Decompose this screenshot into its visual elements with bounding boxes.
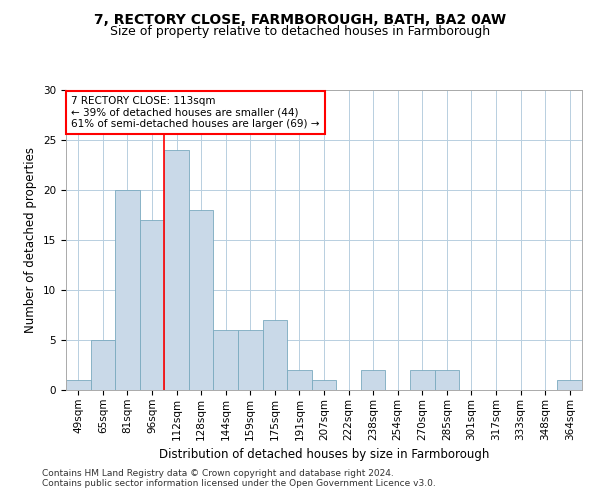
Text: Size of property relative to detached houses in Farmborough: Size of property relative to detached ho… <box>110 25 490 38</box>
Text: 7, RECTORY CLOSE, FARMBOROUGH, BATH, BA2 0AW: 7, RECTORY CLOSE, FARMBOROUGH, BATH, BA2… <box>94 12 506 26</box>
Bar <box>434 370 459 390</box>
Bar <box>91 340 115 390</box>
Y-axis label: Number of detached properties: Number of detached properties <box>25 147 37 333</box>
Bar <box>238 330 263 390</box>
Text: Contains public sector information licensed under the Open Government Licence v3: Contains public sector information licen… <box>42 478 436 488</box>
Text: Contains HM Land Registry data © Crown copyright and database right 2024.: Contains HM Land Registry data © Crown c… <box>42 468 394 477</box>
Bar <box>164 150 189 390</box>
Bar <box>361 370 385 390</box>
Bar <box>312 380 336 390</box>
Bar <box>115 190 140 390</box>
Bar <box>214 330 238 390</box>
Bar <box>140 220 164 390</box>
Bar <box>66 380 91 390</box>
Bar <box>410 370 434 390</box>
Bar <box>263 320 287 390</box>
Bar <box>287 370 312 390</box>
X-axis label: Distribution of detached houses by size in Farmborough: Distribution of detached houses by size … <box>159 448 489 461</box>
Text: 7 RECTORY CLOSE: 113sqm
← 39% of detached houses are smaller (44)
61% of semi-de: 7 RECTORY CLOSE: 113sqm ← 39% of detache… <box>71 96 320 129</box>
Bar <box>189 210 214 390</box>
Bar <box>557 380 582 390</box>
